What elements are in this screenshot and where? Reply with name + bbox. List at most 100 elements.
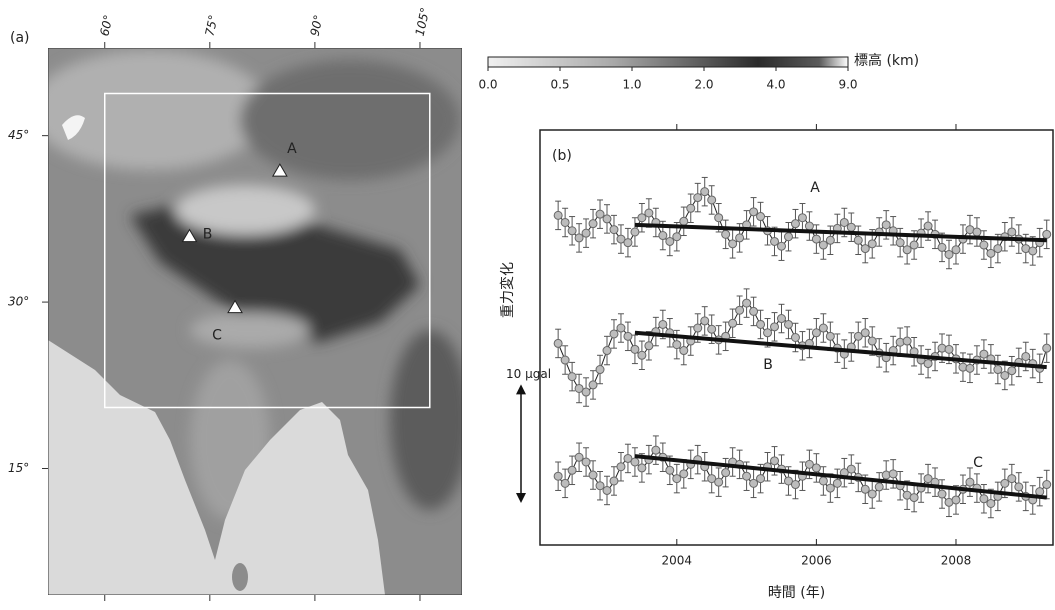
data-point [644, 341, 654, 351]
data-point [972, 227, 982, 237]
data-point [1042, 480, 1052, 490]
data-point [735, 305, 745, 315]
data-point [867, 489, 877, 499]
data-point [790, 480, 800, 490]
data-point [588, 470, 598, 480]
data-point [595, 365, 605, 375]
panel-label: (b) [552, 148, 572, 164]
data-point [944, 344, 954, 354]
data-point [979, 494, 989, 504]
data-point [651, 445, 661, 455]
data-point [811, 463, 821, 473]
data-point [811, 234, 821, 244]
data-point [630, 457, 640, 467]
data-point [1000, 370, 1010, 380]
data-point [581, 387, 591, 397]
colorbar [487, 56, 849, 68]
site-label: A [287, 141, 297, 157]
data-point [846, 464, 856, 474]
data-point [560, 478, 570, 488]
data-point [721, 468, 731, 478]
data-point [986, 499, 996, 508]
data-point [567, 226, 577, 236]
data-point [783, 232, 793, 242]
data-point [860, 328, 870, 338]
data-point [783, 476, 793, 486]
data-point [790, 219, 800, 229]
data-point [825, 483, 835, 493]
data-point [616, 462, 626, 472]
data-point [728, 318, 738, 328]
data-point [874, 482, 884, 492]
data-point [567, 372, 577, 382]
data-point [602, 485, 612, 495]
data-point [937, 489, 947, 499]
data-point [700, 187, 710, 197]
x-tick-label: 75° [202, 14, 220, 38]
data-point [644, 208, 654, 218]
series-label: C [973, 455, 983, 471]
data-point [846, 222, 856, 232]
trend-line [634, 222, 1047, 243]
data-point [1042, 343, 1052, 353]
data-point [860, 244, 870, 254]
data-point [756, 474, 766, 484]
data-point [756, 212, 766, 222]
data-point [623, 238, 633, 248]
data-point [853, 235, 863, 245]
data-point [595, 481, 605, 491]
colorbar-tick-label: 1.0 [622, 78, 641, 92]
data-point [693, 193, 703, 203]
data-point [679, 469, 689, 479]
data-point [832, 478, 842, 488]
arrow-head [516, 493, 526, 503]
data-point [923, 221, 933, 231]
data-point [979, 349, 989, 359]
data-point [637, 350, 647, 360]
data-point [665, 236, 675, 246]
data-point [825, 235, 835, 245]
series-label: B [763, 357, 773, 373]
data-point [588, 380, 598, 390]
data-point [909, 240, 919, 250]
data-point [839, 217, 849, 227]
data-point [965, 363, 975, 373]
data-point [804, 221, 814, 231]
data-point [581, 228, 591, 238]
data-point [909, 493, 919, 503]
data-point [804, 459, 814, 469]
data-point [860, 484, 870, 494]
data-point [749, 478, 759, 488]
data-point [853, 331, 863, 341]
data-point [581, 457, 591, 467]
data-point [749, 306, 759, 316]
data-point [1007, 474, 1017, 484]
data-point [658, 231, 668, 241]
data-point [630, 227, 640, 237]
data-point [616, 234, 626, 244]
y-tick-label: 15° [8, 461, 29, 475]
panel-label: (a) [10, 30, 30, 46]
data-point [763, 328, 773, 338]
data-point [776, 241, 786, 251]
x-tick-label: 90° [308, 14, 326, 38]
y-tick-label: 45° [8, 128, 29, 142]
data-point [797, 213, 807, 223]
data-point [895, 238, 905, 248]
data-point [993, 244, 1003, 254]
data-point [818, 323, 828, 333]
y-tick-label: 30° [8, 295, 29, 309]
study-region [103, 92, 431, 409]
data-point [742, 471, 752, 481]
data-point [637, 213, 647, 223]
data-point [714, 213, 724, 223]
data-point [707, 474, 717, 484]
data-point [993, 365, 1003, 375]
data-point [560, 217, 570, 227]
data-point [588, 219, 598, 229]
data-point [553, 210, 563, 220]
data-point [776, 314, 786, 324]
map-relief [48, 48, 462, 595]
data-point [707, 195, 717, 205]
